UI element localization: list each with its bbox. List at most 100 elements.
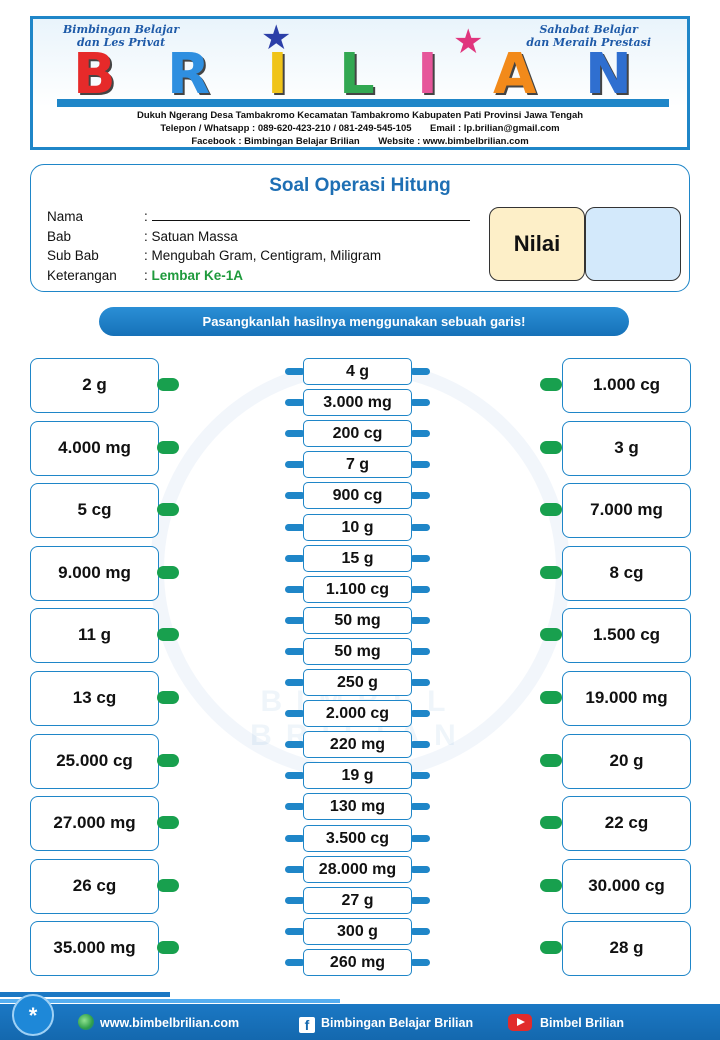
middle-right-connector[interactable] (410, 647, 430, 655)
middle-left-connector[interactable] (285, 492, 305, 500)
middle-left-connector[interactable] (285, 399, 305, 407)
left-connector-dot[interactable] (157, 878, 179, 892)
middle-right-connector[interactable] (410, 554, 430, 562)
right-connector-dot[interactable] (540, 378, 562, 391)
middle-left-connector[interactable] (285, 585, 305, 593)
header-banner: Bimbingan Belajar dan Les Privat Sahabat… (30, 16, 690, 150)
score-box[interactable] (585, 207, 681, 281)
left-connector-dot[interactable] (157, 503, 179, 517)
logo-letter: B (73, 42, 118, 107)
middle-item: 27 g (303, 886, 412, 914)
left-connector-dot[interactable] (157, 378, 179, 391)
middle-item: 10 g (303, 513, 412, 541)
info-rows: Nama : Bab : Satuan Massa Sub Bab : Meng… (47, 207, 470, 285)
middle-item: 50 mg (303, 606, 412, 634)
middle-right-connector[interactable] (410, 461, 430, 469)
middle-right-connector[interactable] (410, 958, 430, 966)
star-icon: ★ (261, 19, 292, 57)
right-connector-dot[interactable] (540, 753, 562, 767)
middle-right-connector[interactable] (410, 834, 430, 842)
right-connector-dot[interactable] (540, 440, 562, 454)
info-row-bab: Bab : Satuan Massa (47, 228, 238, 244)
middle-right-connector[interactable] (410, 492, 430, 500)
right-item: 1.000 cg (562, 358, 691, 413)
middle-item: 7 g (303, 451, 412, 479)
worksheet-title: Soal Operasi Hitung (269, 175, 451, 196)
middle-right-connector[interactable] (410, 523, 430, 531)
left-connector-dot[interactable] (157, 440, 179, 454)
right-connector-dot[interactable] (540, 941, 562, 955)
left-item: 11 g (30, 608, 159, 664)
left-item: 2 g (30, 358, 159, 413)
footer-website[interactable]: www.bimbelbrilian.com (78, 1013, 239, 1033)
middle-item: 15 g (303, 544, 412, 572)
middle-item: 19 g (303, 762, 412, 790)
left-connector-dot[interactable] (157, 816, 179, 830)
left-item: 35.000 mg (30, 921, 159, 977)
middle-right-connector[interactable] (410, 616, 430, 624)
middle-left-connector[interactable] (285, 958, 305, 966)
right-item: 1.500 cg (562, 608, 691, 664)
footer-youtube[interactable]: Bimbel Brilian (508, 1013, 624, 1033)
middle-left-connector[interactable] (285, 523, 305, 531)
middle-right-connector[interactable] (410, 927, 430, 935)
left-connector-dot[interactable] (157, 941, 179, 955)
middle-left-connector[interactable] (285, 772, 305, 780)
middle-right-connector[interactable] (410, 741, 430, 749)
middle-item: 250 g (303, 669, 412, 696)
facebook-icon: f (299, 1017, 315, 1033)
footer-badge: * (12, 994, 54, 1036)
right-connector-dot[interactable] (540, 565, 562, 579)
middle-right-connector[interactable] (410, 430, 430, 438)
middle-right-connector[interactable] (410, 399, 430, 407)
middle-right-connector[interactable] (410, 865, 430, 873)
info-row-sub-bab: Sub Bab : Mengubah Gram, Centigram, Mili… (47, 248, 382, 263)
middle-right-connector[interactable] (410, 803, 430, 811)
middle-left-connector[interactable] (285, 647, 305, 655)
middle-left-connector[interactable] (285, 430, 305, 438)
middle-left-connector[interactable] (285, 741, 305, 749)
youtube-icon (508, 1014, 532, 1031)
left-item: 13 cg (30, 671, 159, 726)
logo-letter: L (339, 42, 377, 107)
left-item: 25.000 cg (30, 733, 159, 789)
middle-left-connector[interactable] (285, 710, 305, 718)
middle-right-connector[interactable] (410, 679, 430, 686)
middle-right-connector[interactable] (410, 585, 430, 593)
right-connector-dot[interactable] (540, 628, 562, 642)
middle-right-connector[interactable] (410, 710, 430, 718)
name-input-line[interactable] (151, 207, 470, 221)
left-connector-dot[interactable] (157, 628, 179, 642)
middle-left-connector[interactable] (285, 927, 305, 935)
logo-letter: N (585, 42, 634, 107)
right-connector-dot[interactable] (540, 503, 562, 517)
left-connector-dot[interactable] (157, 565, 179, 579)
right-connector-dot[interactable] (540, 691, 562, 704)
right-item: 19.000 mg (562, 671, 691, 726)
middle-right-connector[interactable] (410, 772, 430, 780)
middle-right-connector[interactable] (410, 896, 430, 904)
middle-left-connector[interactable] (285, 679, 305, 686)
middle-left-connector[interactable] (285, 865, 305, 873)
middle-left-connector[interactable] (285, 896, 305, 904)
right-connector-dot[interactable] (540, 878, 562, 892)
middle-right-connector[interactable] (410, 368, 430, 375)
middle-item: 130 mg (303, 793, 412, 821)
middle-left-connector[interactable] (285, 554, 305, 562)
left-connector-dot[interactable] (157, 691, 179, 704)
middle-item: 300 g (303, 917, 412, 945)
tagline-left: Bimbingan Belajar dan Les Privat (63, 23, 180, 49)
middle-left-connector[interactable] (285, 616, 305, 624)
right-connector-dot[interactable] (540, 816, 562, 830)
middle-left-connector[interactable] (285, 834, 305, 842)
middle-left-connector[interactable] (285, 461, 305, 469)
middle-item: 2.000 cg (303, 700, 412, 728)
logo-letter: I (417, 42, 440, 107)
middle-left-connector[interactable] (285, 368, 305, 375)
left-connector-dot[interactable] (157, 753, 179, 767)
middle-item: 200 cg (303, 420, 412, 448)
middle-left-connector[interactable] (285, 803, 305, 811)
footer-facebook[interactable]: f Bimbingan Belajar Brilian (299, 1013, 473, 1033)
left-item: 4.000 mg (30, 420, 159, 476)
footer-accent-line (0, 992, 170, 997)
